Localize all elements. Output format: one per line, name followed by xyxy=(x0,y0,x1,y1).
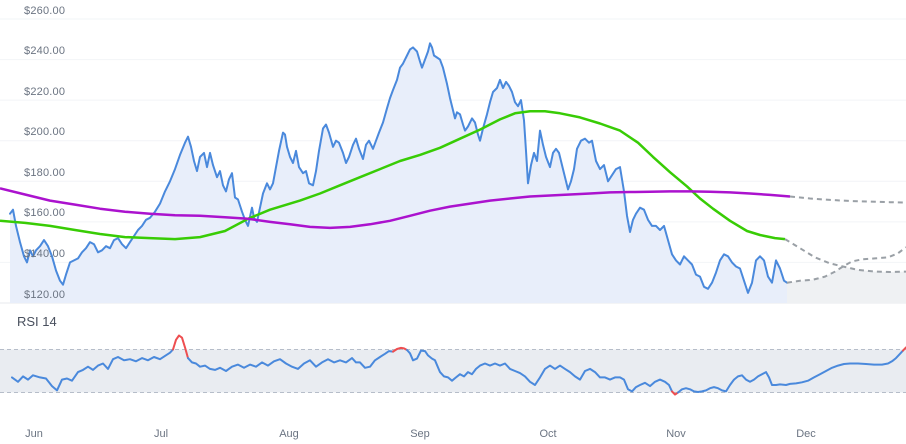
price-axis-label: $260.00 xyxy=(24,5,66,17)
month-label: Sep xyxy=(410,428,430,440)
ma-fast-forecast-line xyxy=(784,238,906,273)
month-label: Oct xyxy=(539,428,557,440)
month-label: Nov xyxy=(666,428,686,440)
price-axis-label: $180.00 xyxy=(24,167,66,179)
rsi-line-out-of-band-segment xyxy=(671,390,679,396)
price-area xyxy=(10,43,787,304)
price-axis-label: $240.00 xyxy=(24,45,66,57)
price-axis-label: $220.00 xyxy=(24,86,66,98)
rsi-line-segment xyxy=(187,350,394,372)
price-axis-label: $140.00 xyxy=(24,248,66,260)
ma-slow-forecast-line xyxy=(789,195,906,204)
month-label: Jul xyxy=(153,428,169,440)
price-axis-label: $200.00 xyxy=(24,126,66,138)
rsi-band xyxy=(0,349,906,393)
rsi-panel-title: RSI 14 xyxy=(17,314,57,329)
rsi-line-out-of-band-segment xyxy=(172,334,189,360)
rsi-line-segment xyxy=(11,348,174,392)
forecast-area xyxy=(787,266,906,303)
ma-slow-line xyxy=(0,187,791,230)
month-label: Dec xyxy=(796,428,816,440)
price-axis-label: $120.00 xyxy=(24,289,66,301)
rsi-line-out-of-band-segment xyxy=(392,346,408,353)
rsi-line-segment xyxy=(406,349,673,393)
month-label: Aug xyxy=(279,428,299,440)
price-forecast-line xyxy=(786,246,906,284)
rsi-line-segment xyxy=(677,349,904,394)
month-label: Jun xyxy=(25,428,43,440)
price-axis-label: $160.00 xyxy=(24,207,66,219)
